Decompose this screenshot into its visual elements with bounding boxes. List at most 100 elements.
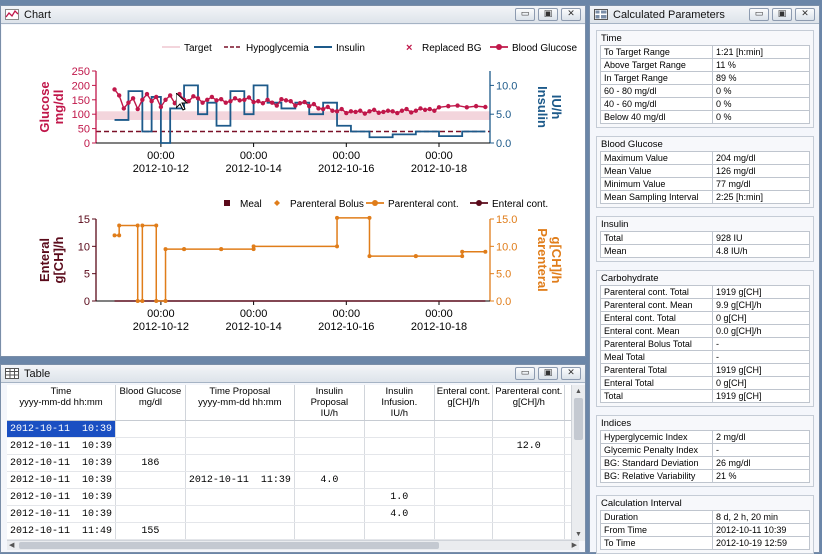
table-cell[interactable]: 2012-10-11 11:39 [185,471,295,489]
table-row[interactable]: 2012-10-11 11:49 155 [7,522,579,540]
table-cell[interactable]: 1.0 [364,488,435,506]
legend-item: Enteral cont. [470,199,548,210]
column-header[interactable]: Insulin Proposal IU/h [294,385,365,421]
params-titlebar[interactable]: Calculated Parameters ▭ ▣ ✕ [590,6,819,24]
table-cell[interactable] [492,488,566,506]
table-minimize-button[interactable]: ▭ [515,367,535,380]
table-cell[interactable] [364,437,435,455]
param-row: Hyperglycemic Index 2 mg/dl [600,430,810,444]
table-cell[interactable]: 2012-10-11 10:39 [7,488,117,506]
table-row[interactable]: 2012-10-11 10:39 4.0 [7,505,579,523]
table-cell[interactable] [115,420,186,438]
table-row[interactable]: 2012-10-11 10:39 1.0 [7,488,579,506]
scroll-up-icon[interactable]: ▲ [575,388,582,395]
table-cell[interactable] [185,488,295,506]
table-row[interactable]: 2012-10-11 10:39 12.0 [7,437,579,455]
table-cell[interactable]: 2012-10-11 10:39 [7,454,117,472]
table-cell[interactable] [115,437,186,455]
table-row[interactable]: 2012-10-11 10:39 2012-10-11 11:39 4.0 [7,471,579,489]
column-header[interactable]: Enteral cont. g[CH]/h [434,385,494,421]
table-cell[interactable]: 4.0 [294,471,365,489]
table-cell[interactable] [492,471,566,489]
table-cell[interactable] [492,454,566,472]
table-cell[interactable] [364,471,435,489]
param-label: 60 - 80 mg/dl [600,84,713,98]
table-cell[interactable]: 2012-10-11 10:39 [7,437,117,455]
params-close-button[interactable]: ✕ [795,8,815,21]
data-grid[interactable]: Time yyyy-mm-dd hh:mm Blood Glucose mg/dl Ti… [7,385,579,541]
column-header[interactable]: Time Proposal yyyy-mm-dd hh:mm [185,385,295,421]
scroll-thumb[interactable] [574,398,583,440]
table-cell[interactable] [185,505,295,523]
table-cell[interactable]: 2012-10-11 11:49 [7,522,117,540]
chart-canvas[interactable]: 0501001502002500.05.010.000:002012-10-12… [2,25,585,356]
table-vertical-scrollbar[interactable]: ▲ ▼ [571,385,585,541]
scroll-down-icon[interactable]: ▼ [575,531,582,538]
table-cell[interactable] [294,454,365,472]
legend-label: Parenteral cont. [388,199,459,210]
parenteral-point [154,299,159,303]
table-row[interactable]: 2012-10-11 10:39 186 [7,454,579,472]
legend-label: Replaced BG [422,43,482,54]
table-cell[interactable] [115,471,186,489]
table-horizontal-scrollbar[interactable]: ◀ ▶ [7,540,579,550]
table-cell[interactable] [492,505,566,523]
horizontal-scroll-thumb[interactable] [19,542,439,549]
right-tick-label: 15.0 [496,214,517,226]
column-header[interactable]: Blood Glucose mg/dl [115,385,186,421]
table-cell[interactable] [185,437,295,455]
scroll-right-icon[interactable]: ▶ [571,542,577,549]
column-header[interactable]: Insulin Infusion. IU/h [364,385,435,421]
column-header[interactable]: Parenteral cont. g[CH]/h [492,385,566,421]
params-restore-button[interactable]: ▣ [772,8,792,21]
table-cell[interactable]: 12.0 [492,437,566,455]
table-cell[interactable] [294,437,365,455]
x-tick-label-date: 2012-10-16 [318,321,374,333]
chart-minimize-button[interactable]: ▭ [515,8,535,21]
table-cell[interactable] [434,505,494,523]
table-cell[interactable] [115,488,186,506]
table-cell[interactable] [434,437,494,455]
table-cell[interactable] [185,420,295,438]
table-cell[interactable]: 155 [115,522,186,540]
param-row: Parenteral cont. Total 1919 g[CH] [600,285,810,299]
table-cell[interactable] [294,522,365,540]
table-cell[interactable] [364,454,435,472]
table-cell[interactable] [294,488,365,506]
column-header-unit: g[CH]/h [512,397,545,408]
table-cell[interactable] [434,454,494,472]
table-cell[interactable] [185,454,295,472]
table-cell[interactable] [364,522,435,540]
table-cell[interactable]: 2012-10-11 10:39 [7,420,117,438]
chart-restore-button[interactable]: ▣ [538,8,558,21]
column-header[interactable]: Time yyyy-mm-dd hh:mm [7,385,117,421]
table-cell[interactable]: 186 [115,454,186,472]
table-cell[interactable] [364,420,435,438]
table-cell[interactable] [185,522,295,540]
table-close-button[interactable]: ✕ [561,367,581,380]
table-cell[interactable] [434,420,494,438]
table-restore-button[interactable]: ▣ [538,367,558,380]
table-cell[interactable] [434,488,494,506]
table-cell[interactable] [492,420,566,438]
table-cell[interactable]: 4.0 [364,505,435,523]
table-cell[interactable]: 2012-10-11 10:39 [7,471,117,489]
chart-titlebar[interactable]: Chart ▭ ▣ ✕ [1,6,585,24]
scroll-left-icon[interactable]: ◀ [9,542,15,549]
table-cell[interactable] [294,420,365,438]
table-cell[interactable] [434,471,494,489]
param-label: Duration [600,510,713,524]
table-row[interactable]: 2012-10-11 10:39 [7,420,579,438]
parenteral-point [140,299,145,303]
chart-close-button[interactable]: ✕ [561,8,581,21]
table-cell[interactable] [115,505,186,523]
table-cell[interactable]: 2012-10-11 10:39 [7,505,117,523]
param-value: 26 mg/dl [712,456,810,470]
table-cell[interactable] [492,522,566,540]
legend-swatch [274,200,280,206]
table-cell[interactable] [434,522,494,540]
chart-area: 0 50 100 150 200 250 0.0 5.0 10.0 00:00 2012-10-12… [2,25,585,356]
table-titlebar[interactable]: Table ▭ ▣ ✕ [1,365,585,383]
table-cell[interactable] [294,505,365,523]
params-minimize-button[interactable]: ▭ [749,8,769,21]
